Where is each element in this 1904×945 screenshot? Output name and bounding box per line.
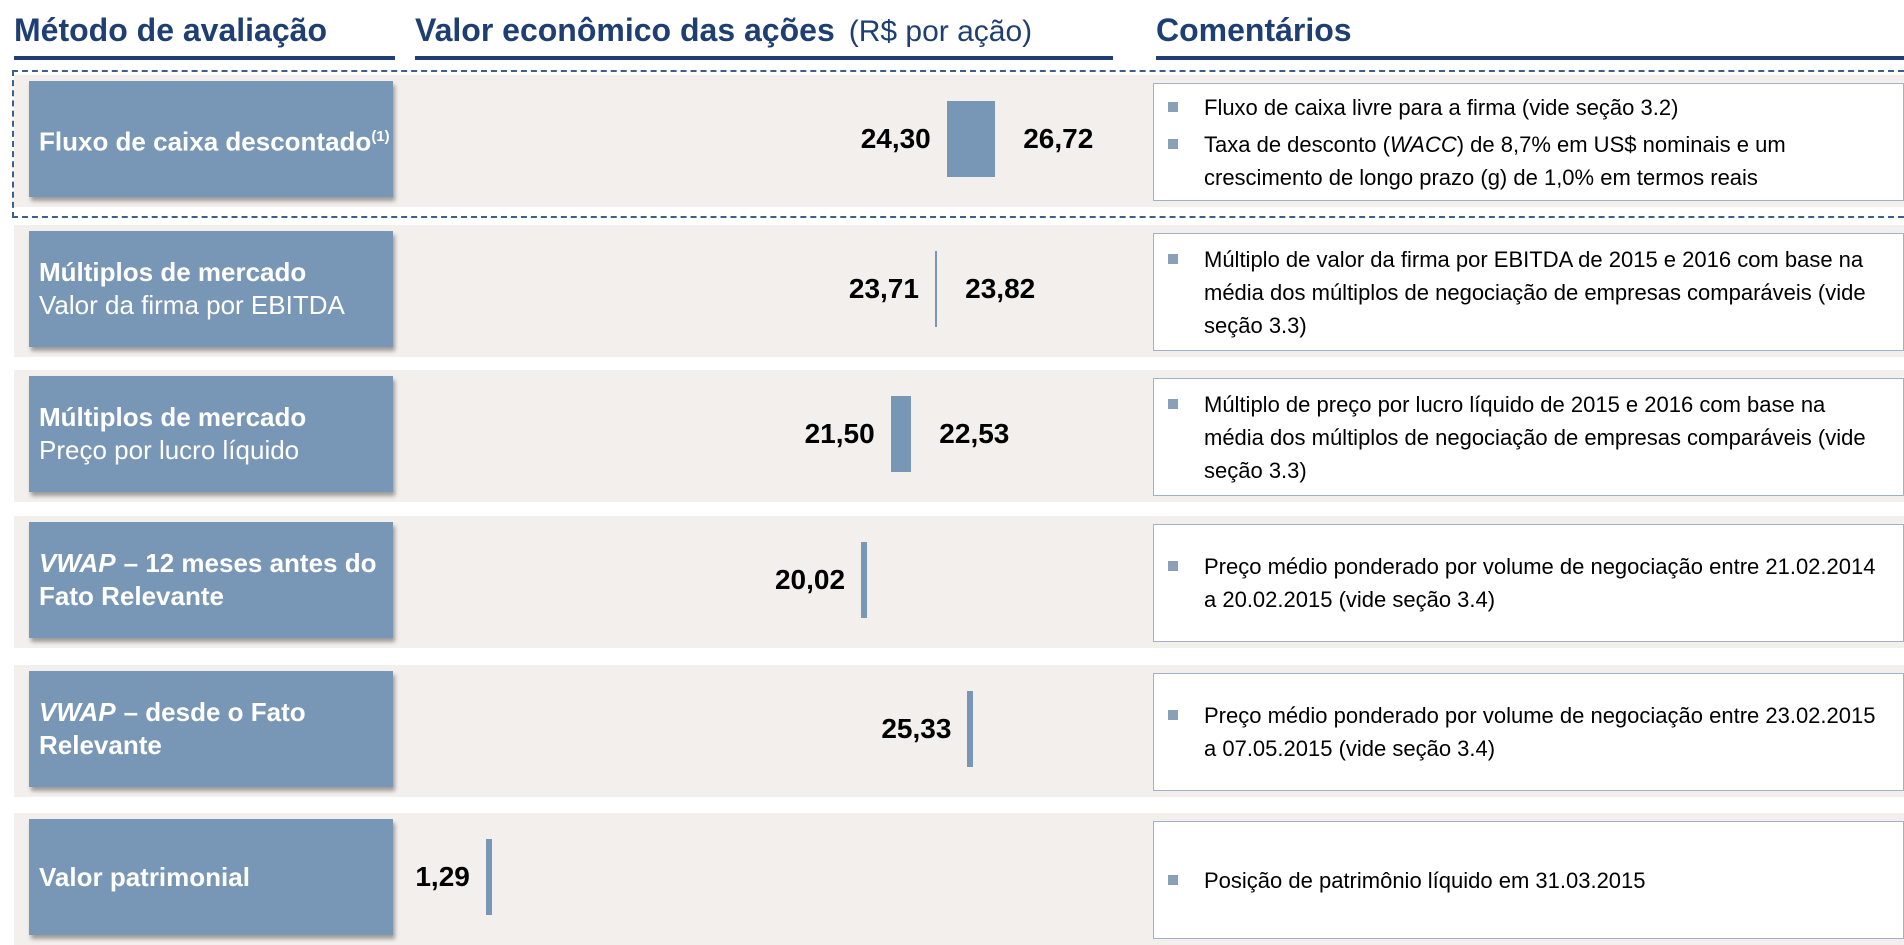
value-label: 1,29 bbox=[415, 861, 470, 892]
comment-text: Múltiplo de preço por lucro líquido de 2… bbox=[1204, 391, 1866, 483]
method-label: Múltiplos de mercado Valor da firma por E… bbox=[29, 231, 393, 347]
method-note: (1) bbox=[371, 127, 390, 145]
method-title: VWAP – desde o Fato Relevante bbox=[39, 696, 393, 762]
comment-bullet: Taxa de desconto (WACC) de 8,7% em US$ n… bbox=[1168, 128, 1889, 194]
comment-box: Preço médio ponderado por volume de nego… bbox=[1153, 524, 1904, 642]
value-label: 22,53 bbox=[939, 418, 1010, 449]
method-title-text: – desde o Fato Relevante bbox=[39, 697, 306, 760]
comment-bullet: Preço médio ponderado por volume de nego… bbox=[1168, 699, 1889, 765]
method-label: Fluxo de caixa descontado(1) bbox=[29, 81, 393, 197]
comment-text: Preço médio ponderado por volume de nego… bbox=[1204, 703, 1876, 761]
comment-box: Preço médio ponderado por volume de nego… bbox=[1153, 673, 1904, 791]
method-label: Valor patrimonial bbox=[29, 819, 393, 935]
comment-bullet: Múltiplo de valor da firma por EBITDA de… bbox=[1168, 243, 1889, 342]
method-title-text: – 12 meses antes do Fato Relevante bbox=[39, 548, 377, 611]
method-title-text: Valor patrimonial bbox=[39, 861, 250, 892]
comment-box: Múltiplo de valor da firma por EBITDA de… bbox=[1153, 233, 1904, 351]
comment-text: Posição de patrimônio líquido em 31.03.2… bbox=[1204, 867, 1646, 893]
value-label: 26,72 bbox=[1023, 123, 1094, 154]
comment-bullet: Múltiplo de preço por lucro líquido de 2… bbox=[1168, 388, 1889, 487]
header-rule bbox=[14, 56, 395, 60]
method-title: Fluxo de caixa descontado(1) bbox=[39, 120, 393, 159]
value-label: 24,30 bbox=[860, 123, 931, 154]
value-label: 23,71 bbox=[848, 273, 919, 304]
value-label: 23,82 bbox=[965, 273, 1036, 304]
method-title: VWAP – 12 meses antes do Fato Relevante bbox=[39, 547, 393, 613]
comment-box: Fluxo de caixa livre para a firma (vide … bbox=[1153, 83, 1904, 201]
header-unit: (R$ por ação) bbox=[848, 15, 1033, 48]
comment-text: Taxa de desconto ( bbox=[1204, 131, 1390, 157]
method-title-text: Fluxo de caixa descontado bbox=[39, 126, 372, 157]
header-value: Valor econômico das ações (R$ por ação) bbox=[415, 12, 1032, 49]
comment-text: ) de 8,7% em US$ nominais e um crescimen… bbox=[1204, 131, 1786, 190]
range-bar bbox=[946, 101, 996, 177]
header-value-text: Valor econômico das ações bbox=[415, 12, 835, 48]
range-bar bbox=[485, 839, 492, 915]
method-title: Valor patrimonial bbox=[39, 861, 393, 894]
method-title-italic: VWAP bbox=[39, 548, 116, 578]
header-rule bbox=[1156, 56, 1904, 60]
range-bar bbox=[861, 542, 868, 618]
range-bar bbox=[934, 251, 938, 327]
comment-box: Posição de patrimônio líquido em 31.03.2… bbox=[1153, 821, 1904, 939]
value-label: 25,33 bbox=[881, 713, 952, 744]
method-label: VWAP – 12 meses antes do Fato Relevante bbox=[29, 522, 393, 638]
comment-text: Preço médio ponderado por volume de nego… bbox=[1204, 554, 1876, 612]
highlight-box bbox=[12, 70, 1904, 218]
value-label: 21,50 bbox=[804, 418, 875, 449]
comment-text: Múltiplo de valor da firma por EBITDA de… bbox=[1204, 246, 1866, 338]
range-bar bbox=[967, 691, 974, 767]
method-title: Múltiplos de mercado bbox=[39, 256, 393, 289]
method-subtitle: Preço por lucro líquido bbox=[39, 435, 300, 465]
method-label: Múltiplos de mercado Preço por lucro líqu… bbox=[29, 376, 393, 492]
header-method: Método de avaliação bbox=[14, 12, 327, 48]
method-subtitle: Valor da firma por EBITDA bbox=[39, 290, 345, 320]
comment-bullet: Fluxo de caixa livre para a firma (vide … bbox=[1168, 91, 1889, 124]
comment-bullet: Preço médio ponderado por volume de nego… bbox=[1168, 550, 1889, 616]
method-label: VWAP – desde o Fato Relevante bbox=[29, 671, 393, 787]
range-bar bbox=[890, 396, 912, 472]
method-title-italic: VWAP bbox=[39, 697, 116, 727]
comment-text: WACC bbox=[1389, 131, 1457, 157]
header-comments: Comentários bbox=[1156, 12, 1352, 48]
method-title: Múltiplos de mercado bbox=[39, 401, 393, 434]
comment-bullet: Posição de patrimônio líquido em 31.03.2… bbox=[1168, 864, 1889, 897]
method-title-text: Múltiplos de mercado bbox=[39, 402, 307, 432]
header-rule bbox=[415, 56, 1113, 60]
value-label: 20,02 bbox=[774, 564, 846, 595]
comment-box: Múltiplo de preço por lucro líquido de 2… bbox=[1153, 378, 1904, 496]
comment-text: Fluxo de caixa livre para a firma (vide … bbox=[1204, 94, 1679, 120]
method-title-text: Múltiplos de mercado bbox=[39, 257, 307, 287]
